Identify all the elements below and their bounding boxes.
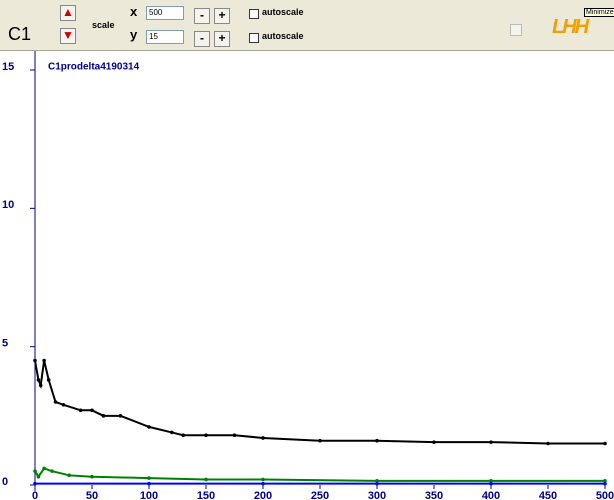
- logo: LHH: [552, 16, 589, 38]
- minimize-button[interactable]: [510, 24, 522, 36]
- y-input[interactable]: 15: [146, 30, 184, 44]
- y-minus[interactable]: -: [194, 31, 210, 47]
- point: [489, 481, 493, 486]
- point: [261, 481, 265, 486]
- y-tick-label: 5: [2, 338, 8, 350]
- x-tick-label: 250: [311, 490, 329, 500]
- point: [50, 469, 54, 473]
- point: [170, 430, 174, 435]
- autoscale-y-check[interactable]: [249, 33, 259, 43]
- point: [375, 479, 379, 483]
- point: [232, 433, 237, 438]
- y-plus[interactable]: +: [214, 31, 230, 47]
- x-tick-label: 400: [482, 490, 500, 500]
- point: [101, 414, 106, 418]
- point: [147, 425, 151, 429]
- down-button[interactable]: ▼: [60, 28, 76, 44]
- point: [118, 414, 123, 418]
- point: [90, 408, 94, 413]
- point: [78, 408, 83, 413]
- point: [147, 481, 151, 486]
- point: [33, 469, 37, 473]
- point: [261, 436, 265, 440]
- x-tick-label: 450: [539, 490, 557, 500]
- point: [61, 402, 66, 407]
- x-tick-label: 200: [254, 490, 272, 500]
- point: [33, 358, 37, 363]
- point: [375, 438, 379, 443]
- point: [38, 383, 43, 388]
- x-minus[interactable]: -: [194, 8, 210, 24]
- channel: C1: [8, 24, 32, 44]
- autoscale-x: autoscale: [262, 7, 304, 17]
- point: [204, 433, 208, 438]
- chart-title: C1prodelta4190314: [48, 62, 140, 73]
- point: [36, 474, 41, 479]
- point: [603, 441, 607, 446]
- point: [33, 481, 37, 486]
- x-input[interactable]: 500: [146, 6, 184, 20]
- point: [489, 440, 493, 444]
- autoscale-y: autoscale: [262, 31, 304, 41]
- point: [546, 441, 550, 446]
- point: [489, 479, 493, 483]
- point: [36, 378, 41, 382]
- point: [46, 378, 51, 382]
- tooltip: Minimize: [584, 8, 614, 17]
- point: [261, 477, 265, 482]
- x-tick-label: 150: [197, 490, 215, 500]
- point: [42, 358, 46, 363]
- toolbar: C1 ▲ ▼ scale x 500 - + autoscale y 15 - …: [0, 0, 614, 51]
- y-tick-label: 10: [2, 199, 14, 211]
- point: [181, 433, 185, 438]
- point: [53, 400, 58, 404]
- autoscale-x-check[interactable]: [249, 9, 259, 19]
- x-tick-label: 100: [140, 490, 158, 500]
- x-label: x: [130, 4, 138, 19]
- point: [603, 479, 607, 483]
- y-tick-label: 15: [2, 61, 14, 73]
- point: [318, 438, 322, 443]
- point: [42, 466, 46, 471]
- point: [375, 481, 379, 486]
- point: [67, 473, 71, 478]
- point: [147, 476, 151, 480]
- point: [603, 481, 607, 486]
- y-tick-label: 0: [2, 476, 8, 488]
- x-tick-label: 500: [596, 490, 614, 500]
- scale-label: scale: [92, 20, 115, 30]
- up-button[interactable]: ▲: [60, 5, 76, 21]
- point: [204, 477, 208, 482]
- x-tick-label: 350: [425, 490, 443, 500]
- x-tick-label: 300: [368, 490, 386, 500]
- point: [432, 440, 436, 444]
- x-tick-label: 50: [86, 490, 98, 500]
- series-line: [34, 467, 605, 482]
- x-plus[interactable]: +: [214, 8, 230, 24]
- point: [90, 474, 94, 479]
- x-tick-label: 0: [32, 490, 38, 500]
- y-label: y: [130, 27, 138, 42]
- series-line: [34, 360, 605, 445]
